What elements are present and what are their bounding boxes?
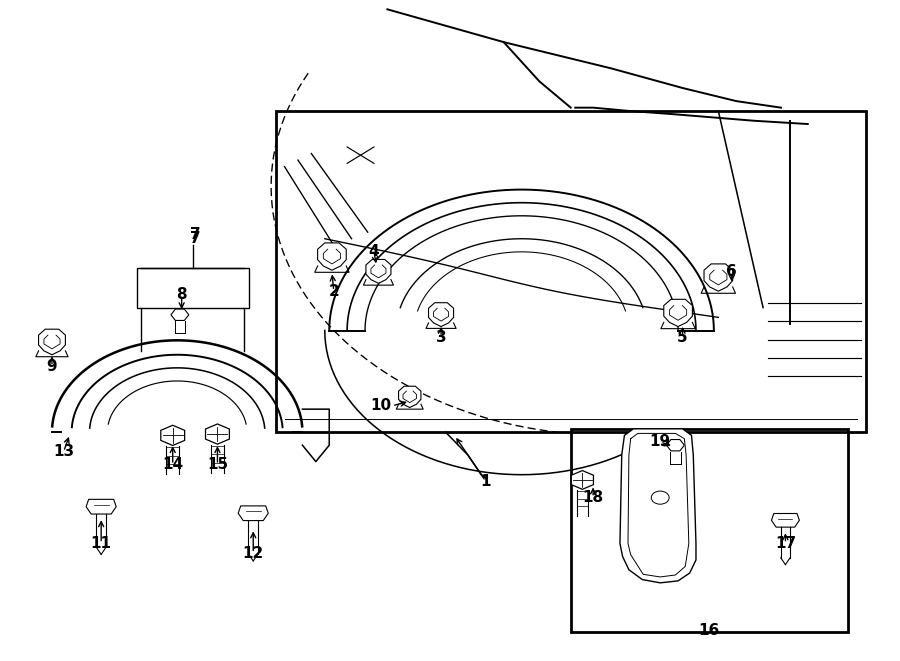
Text: 1: 1 [481, 474, 491, 488]
Text: 11: 11 [91, 536, 112, 551]
Polygon shape [205, 424, 230, 444]
Text: 2: 2 [328, 284, 339, 299]
Polygon shape [238, 506, 268, 521]
Text: 12: 12 [243, 546, 264, 561]
Text: 15: 15 [207, 457, 228, 473]
Polygon shape [667, 440, 684, 451]
Text: 13: 13 [53, 444, 74, 459]
Polygon shape [318, 243, 346, 270]
Text: 17: 17 [775, 536, 796, 551]
Text: 18: 18 [582, 490, 604, 505]
Polygon shape [572, 471, 593, 489]
Polygon shape [620, 429, 696, 583]
Circle shape [652, 491, 669, 504]
Polygon shape [428, 303, 454, 327]
Text: 14: 14 [162, 457, 184, 473]
Text: 7: 7 [190, 227, 201, 242]
Text: 5: 5 [677, 330, 688, 344]
Polygon shape [39, 329, 66, 355]
Polygon shape [664, 299, 692, 327]
Polygon shape [366, 260, 391, 284]
Text: 8: 8 [176, 287, 187, 302]
Bar [275, 111, 866, 432]
Polygon shape [86, 499, 116, 514]
Text: 19: 19 [650, 434, 670, 449]
Text: 7: 7 [190, 231, 201, 247]
Polygon shape [704, 264, 733, 292]
Polygon shape [171, 309, 189, 321]
Text: 16: 16 [698, 623, 720, 638]
Polygon shape [399, 386, 421, 408]
Polygon shape [771, 514, 799, 527]
Text: 6: 6 [726, 264, 737, 279]
Polygon shape [161, 425, 184, 446]
Bar [571, 429, 848, 632]
Bar [137, 268, 248, 307]
Text: 9: 9 [47, 359, 58, 374]
Text: 3: 3 [436, 330, 446, 344]
Text: 4: 4 [369, 245, 379, 259]
Text: 10: 10 [371, 399, 392, 413]
